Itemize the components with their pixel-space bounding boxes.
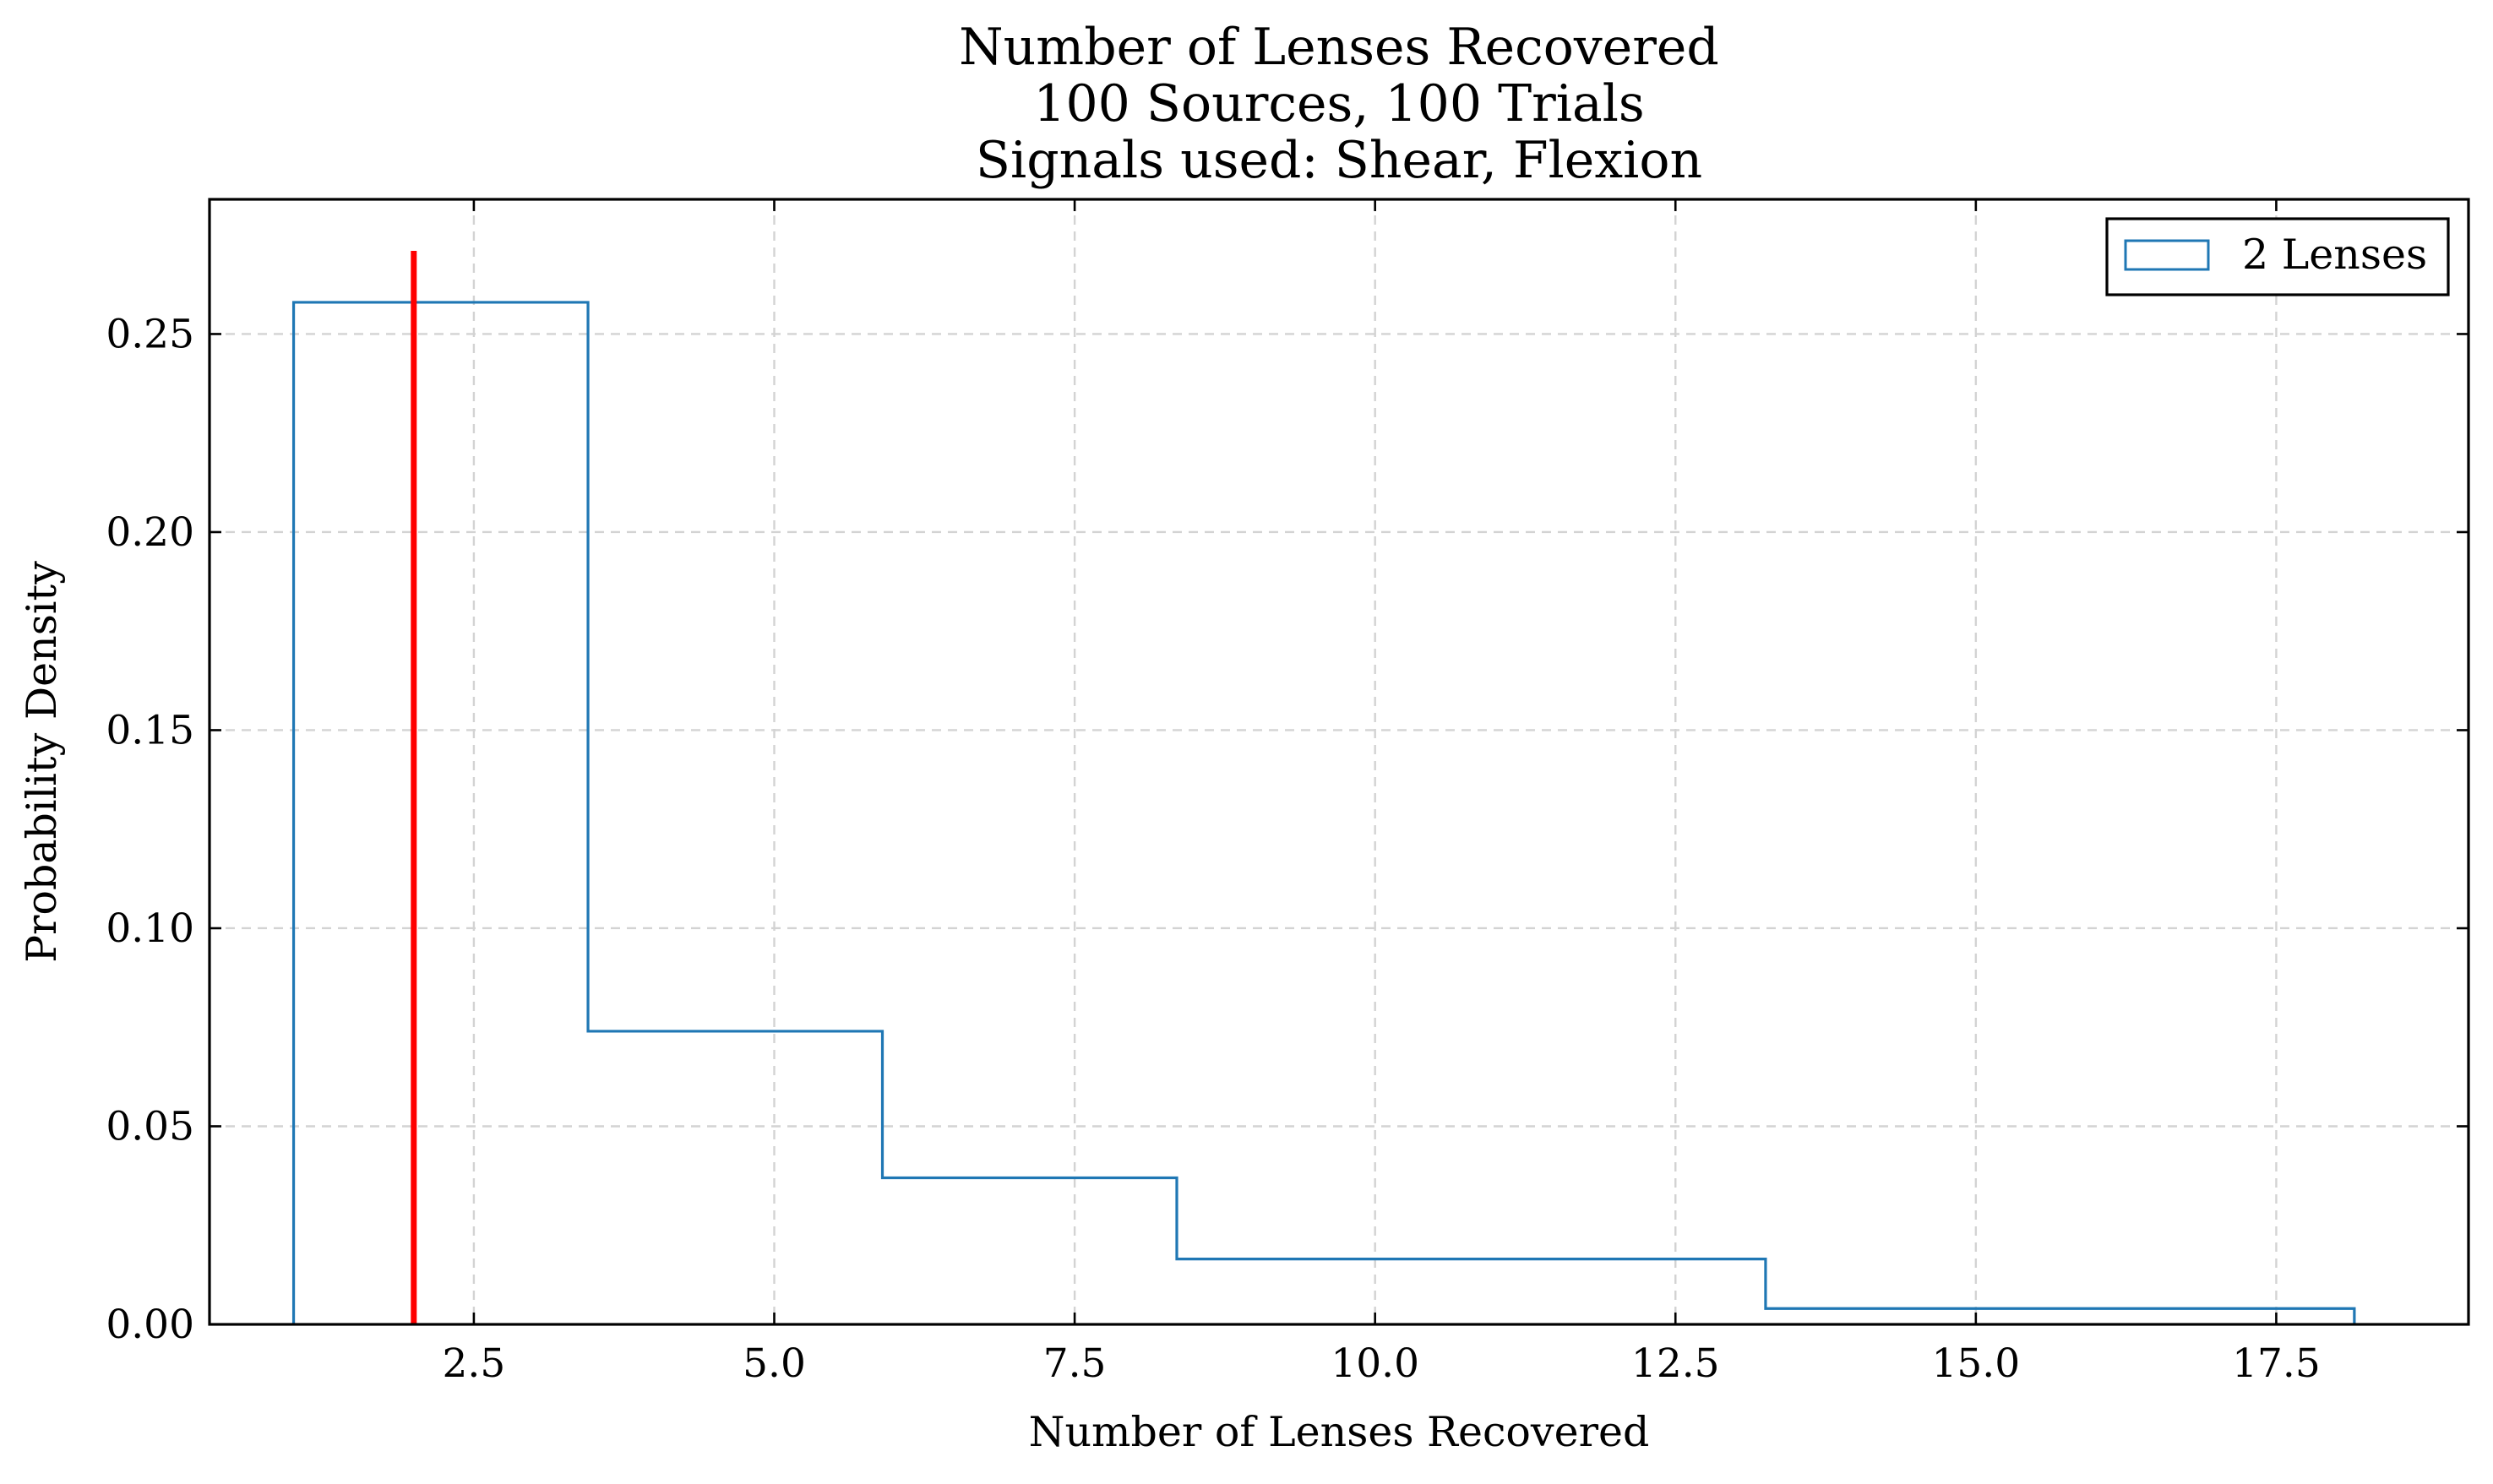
y-tick-label: 0.05 [106, 1103, 194, 1150]
chart-subtitle-line: 100 Sources, 100 Trials [1033, 74, 1644, 133]
chart-title: Number of Lenses Recovered 100 Sources, … [959, 18, 1719, 190]
legend-label: 2 Lenses [2242, 231, 2427, 279]
x-tick-label: 12.5 [1631, 1340, 1720, 1387]
x-axis-label: Number of Lenses Recovered [1029, 1408, 1650, 1456]
chart-subtitle-line: Signals used: Shear, Flexion [976, 131, 1702, 190]
y-tick-label: 0.20 [106, 509, 194, 556]
x-tick-label: 2.5 [443, 1340, 506, 1387]
y-tick-label: 0.25 [106, 311, 194, 357]
y-axis-label: Probability Density [18, 561, 66, 963]
histogram-step-outline [291, 301, 2356, 1324]
x-tick-label: 15.0 [1932, 1340, 2021, 1387]
y-tick-label: 0.00 [106, 1302, 194, 1348]
x-tick-label: 10.0 [1331, 1340, 1419, 1387]
legend: 2 Lenses [2105, 217, 2450, 296]
legend-box [2105, 217, 2450, 296]
legend-swatch [2124, 239, 2210, 271]
tick-layer: 2.5 5.0 7.5 10.0 12.5 15.0 17.5 0.00 0.05 0.10 0.1… [106, 199, 2469, 1387]
grid-layer [210, 199, 2469, 1326]
y-tick-label: 0.10 [106, 905, 194, 952]
x-tick-label: 17.5 [2232, 1340, 2321, 1387]
x-tick-label: 7.5 [1043, 1340, 1107, 1387]
data-layer [291, 250, 2356, 1324]
axes-frame [208, 198, 2470, 1326]
x-tick-label: 5.0 [743, 1340, 806, 1387]
y-tick-label: 0.15 [106, 707, 194, 753]
chart-title-line: Number of Lenses Recovered [959, 18, 1719, 77]
